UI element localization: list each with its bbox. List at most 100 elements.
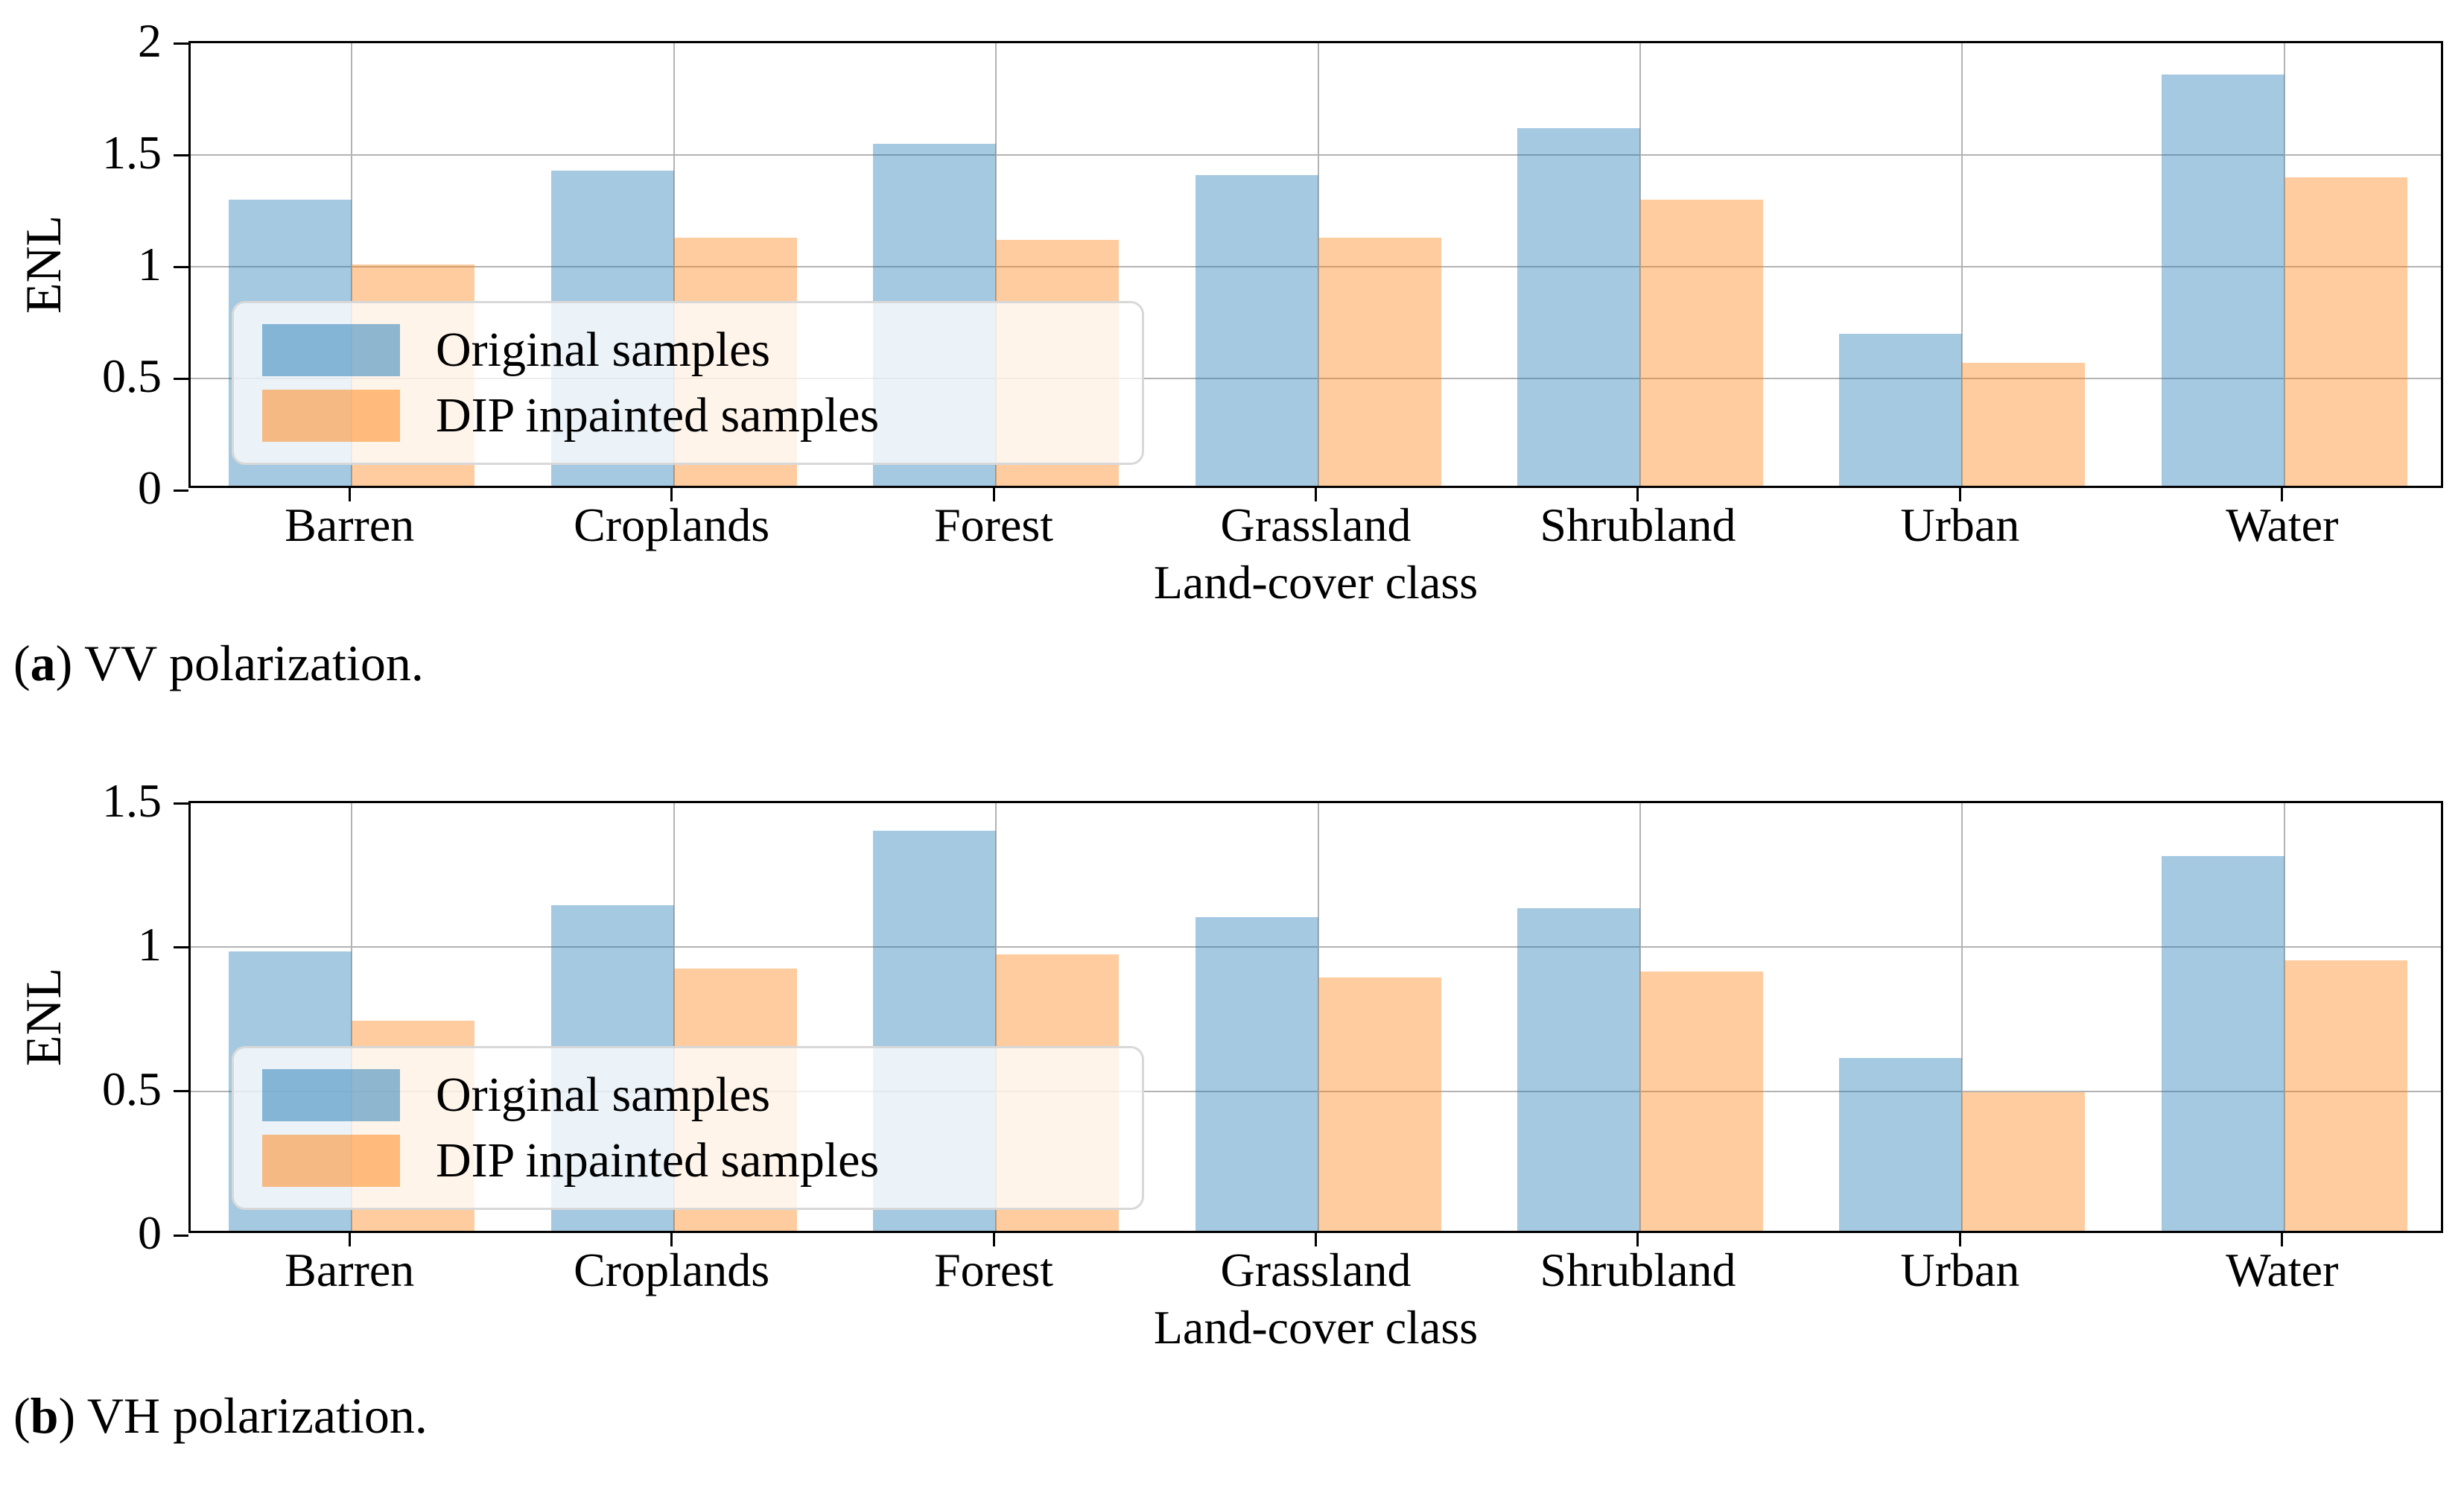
x-tick-mark [1958,1233,1961,1246]
legend-item: Original samples [262,1069,1120,1121]
bar-dip-water [2284,177,2407,486]
bar-original-shrubland [1517,128,1640,486]
bar-original-water [2161,856,2284,1231]
bar-original-urban [1839,1058,1963,1231]
x-gridline [2283,43,2285,486]
y-gridline [191,378,2441,379]
y-tick-label: 1.5 [102,774,162,827]
x-tick-mark [1636,1233,1639,1246]
y-tick-mark [174,377,188,380]
bar-original-shrubland [1517,907,1640,1231]
y-tick-label: 2 [138,14,162,67]
plot-area: Original samples DIP inpainted samples [174,41,2443,492]
y-gridline [191,266,2441,267]
caption-b-pre: ( [13,1387,31,1444]
x-tick-label: Urban [1900,1243,2020,1296]
x-tick-label: Barren [285,498,415,551]
x-gridline [1639,803,1641,1231]
x-gridline [351,803,353,1231]
x-tick-mark [348,1233,351,1246]
x-tick-label: Urban [1900,498,2020,551]
chart-panel-b: Original samples DIP inpainted samples 0 0.… [15,777,2443,1352]
bar-original-water [2161,75,2284,486]
x-tick-mark [1636,488,1639,501]
bar-original-grassland [1195,916,1318,1231]
x-gridline [1317,43,1319,486]
x-gridline [1639,43,1641,486]
x-tick-label: Croplands [574,498,770,551]
legend-label: DIP inpainted samples [436,388,880,443]
x-gridline [2283,803,2285,1231]
x-gridline [1317,803,1319,1231]
caption-a-post: ) VV polarization. [55,635,424,691]
x-tick-mark [2281,1233,2284,1246]
x-tick-mark [1958,488,1961,501]
bar-dip-shrubland [1639,200,1763,486]
y-gridline [191,946,2441,948]
x-tick-label: Grassland [1220,1243,1412,1296]
legend: Original samples DIP inpainted samples [232,1046,1144,1210]
y-tick-mark [174,945,188,948]
bar-dip-shrubland [1639,972,1763,1231]
bar-original-grassland [1195,175,1318,486]
legend-item: DIP inpainted samples [262,1135,1120,1187]
x-tick-mark [348,488,351,501]
legend-label: DIP inpainted samples [436,1133,880,1188]
bar-dip-urban [1962,363,2086,486]
legend: Original samples DIP inpainted samples [232,301,1144,465]
bar-dip-grassland [1318,977,1441,1231]
x-tick-mark [992,488,995,501]
y-tick-mark [174,265,188,268]
legend-swatch-original [262,324,400,376]
x-tick-label: Barren [285,1243,415,1296]
x-tick-label: Croplands [574,1243,770,1296]
x-tick-mark [1315,1233,1317,1246]
panel-a-caption: (a) VV polarization. [13,635,424,691]
y-tick-label: 1.5 [102,126,162,179]
bar-dip-water [2284,960,2407,1231]
x-gridline [673,803,675,1231]
y-tick-label: 1 [138,238,162,291]
x-tick-label: Shrubland [1540,1243,1736,1296]
y-gridline [191,1090,2441,1092]
caption-a-pre: ( [13,635,31,691]
y-tick-mark [174,1234,188,1237]
y-tick-label: 0.5 [102,349,162,402]
x-gridline [995,803,997,1231]
x-gridline [351,43,353,486]
caption-b-post: ) VH polarization. [58,1387,428,1444]
bar-dip-urban [1962,1092,2086,1231]
x-gridline [995,43,997,486]
x-tick-label: Grassland [1220,498,1412,551]
x-tick-label: Shrubland [1540,498,1736,551]
x-tick-label: Forest [934,1243,1054,1296]
plot-area: Original samples DIP inpainted samples [174,801,2443,1237]
x-gridline [1961,803,1963,1231]
x-gridline [1961,43,1963,486]
y-gridline [191,154,2441,156]
legend-swatch-original [262,1069,400,1121]
chart-panel-a: Original samples DIP inpainted samples 0 0.… [15,17,2443,606]
legend-label: Original samples [436,323,771,377]
legend-item: DIP inpainted samples [262,390,1120,442]
bar-dip-grassland [1318,238,1441,486]
legend-swatch-dip [262,390,400,442]
x-tick-label: Water [2226,1243,2339,1296]
bar-original-urban [1839,334,1963,486]
legend-item: Original samples [262,324,1120,376]
x-tick-mark [2281,488,2284,501]
caption-b-letter: b [30,1387,59,1444]
panel-b-caption: (b) VH polarization. [13,1387,428,1444]
x-tick-mark [1315,488,1317,501]
y-tick-mark [174,1090,188,1093]
legend-label: Original samples [436,1068,771,1122]
x-tick-label: Forest [934,498,1054,551]
x-axis-label: Land-cover class [1153,556,1479,609]
x-gridline [673,43,675,486]
y-tick-mark [174,802,188,805]
y-tick-label: 0 [138,1206,162,1259]
y-tick-mark [174,489,188,492]
y-tick-label: 0.5 [102,1062,162,1115]
caption-a-letter: a [30,635,56,691]
